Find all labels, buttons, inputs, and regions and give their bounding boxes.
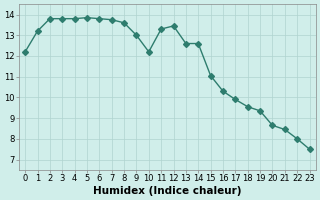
X-axis label: Humidex (Indice chaleur): Humidex (Indice chaleur): [93, 186, 242, 196]
